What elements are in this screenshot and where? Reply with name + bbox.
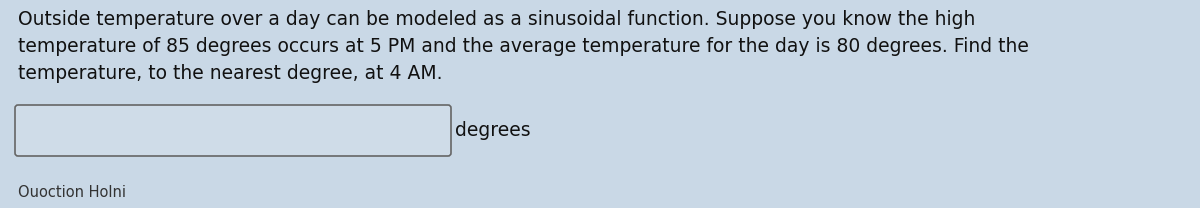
Text: temperature, to the nearest degree, at 4 AM.: temperature, to the nearest degree, at 4… xyxy=(18,64,443,83)
FancyBboxPatch shape xyxy=(14,105,451,156)
Text: Ouoction Holni: Ouoction Holni xyxy=(18,185,126,200)
Text: temperature of 85 degrees occurs at 5 PM and the average temperature for the day: temperature of 85 degrees occurs at 5 PM… xyxy=(18,37,1028,56)
Text: Outside temperature over a day can be modeled as a sinusoidal function. Suppose : Outside temperature over a day can be mo… xyxy=(18,10,976,29)
Text: degrees: degrees xyxy=(455,120,530,140)
